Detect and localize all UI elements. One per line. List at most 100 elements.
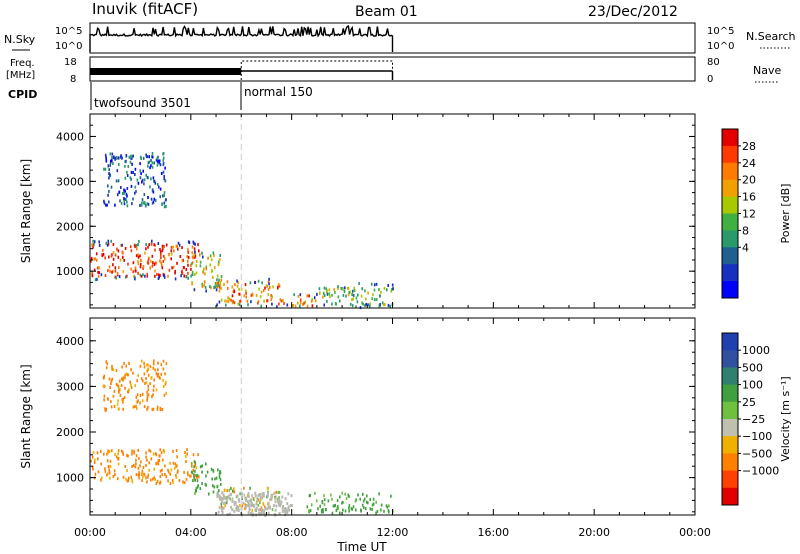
echo-point <box>195 487 198 491</box>
echo-point <box>153 476 155 480</box>
echo-point <box>139 273 142 277</box>
echo-point <box>129 176 132 180</box>
ground-scatter-point <box>221 491 224 495</box>
echo-point <box>271 295 273 299</box>
echo-point <box>323 291 325 295</box>
echo-point <box>243 294 245 298</box>
echo-point <box>386 288 388 292</box>
echo-point <box>194 474 197 478</box>
echo-point <box>104 274 107 277</box>
echo-point <box>373 288 376 292</box>
echo-point <box>108 168 110 172</box>
echo-point <box>341 287 344 291</box>
echo-point <box>177 247 179 251</box>
echo-point <box>344 286 346 290</box>
echo-point <box>147 245 149 249</box>
echo-point <box>146 458 148 462</box>
ground-scatter-point <box>279 504 281 508</box>
ground-scatter-point <box>217 510 220 514</box>
echo-point <box>163 177 165 181</box>
echo-point <box>116 247 118 251</box>
ground-scatter-point <box>216 492 219 496</box>
echo-point <box>130 386 133 390</box>
echo-point <box>117 249 120 253</box>
nsky-trace <box>89 24 394 52</box>
echo-point <box>367 303 369 307</box>
echo-point <box>282 299 284 303</box>
echo-point <box>192 468 195 472</box>
ground-scatter-point <box>255 502 258 506</box>
echo-point <box>96 451 99 455</box>
echo-point <box>194 469 196 473</box>
echo-point <box>335 302 337 306</box>
echo-point <box>109 476 111 480</box>
echo-point <box>383 303 385 307</box>
echo-point <box>217 281 219 285</box>
echo-point <box>115 276 117 280</box>
echo-point <box>371 507 373 511</box>
echo-point <box>119 388 121 392</box>
echo-point <box>154 243 156 247</box>
colorbar-tick-label: 12 <box>742 208 756 221</box>
echo-point <box>129 160 132 164</box>
echo-point <box>127 262 129 266</box>
echo-point <box>367 501 369 505</box>
echo-point <box>125 364 127 368</box>
echo-point <box>114 452 116 456</box>
echo-point <box>215 288 218 292</box>
echo-point <box>151 188 154 192</box>
echo-point <box>107 239 110 243</box>
echo-point <box>170 245 173 249</box>
echo-point <box>255 293 258 297</box>
echo-point <box>165 380 167 384</box>
echo-point <box>178 479 181 483</box>
ground-scatter-point <box>279 502 282 506</box>
y-tick-label: 2000 <box>56 220 84 233</box>
echo-point <box>133 463 135 467</box>
echo-point <box>219 282 222 286</box>
echo-point <box>126 204 129 208</box>
colorbar-tick-label: 1000 <box>742 344 770 357</box>
echo-point <box>212 484 214 488</box>
echo-point <box>267 292 270 296</box>
echo-point <box>165 475 167 479</box>
echo-point <box>337 295 340 299</box>
echo-point <box>190 274 192 278</box>
y-tick-label: 3000 <box>56 175 84 188</box>
echo-point <box>127 165 130 168</box>
echo-point <box>130 267 132 271</box>
echo-point <box>280 299 283 303</box>
echo-point <box>173 466 176 470</box>
echo-point <box>108 471 111 475</box>
echo-point <box>357 293 359 297</box>
echo-point <box>162 458 164 462</box>
ground-scatter-point <box>221 500 224 504</box>
ground-scatter-point <box>233 503 236 506</box>
echo-point <box>118 163 120 167</box>
echo-point <box>181 272 184 275</box>
echo-point <box>103 394 106 398</box>
echo-point <box>119 199 121 203</box>
echo-point <box>104 467 106 471</box>
echo-point <box>150 164 152 168</box>
echo-point <box>351 289 354 293</box>
echo-point <box>235 506 238 510</box>
echo-point <box>141 178 144 182</box>
echo-point <box>347 293 350 297</box>
echo-point <box>133 405 135 409</box>
echo-point <box>337 287 339 291</box>
echo-point <box>157 459 160 463</box>
echo-point <box>115 179 118 183</box>
echo-point <box>239 299 242 303</box>
echo-point <box>126 469 128 472</box>
echo-point <box>306 294 309 298</box>
echo-point <box>164 179 166 183</box>
echo-point <box>270 294 272 298</box>
echo-point <box>245 291 247 295</box>
echo-point <box>148 155 150 159</box>
ground-scatter-point <box>264 507 267 511</box>
echo-point <box>152 176 155 180</box>
echo-point <box>218 289 221 293</box>
echo-point <box>353 286 356 290</box>
echo-point <box>277 490 279 494</box>
